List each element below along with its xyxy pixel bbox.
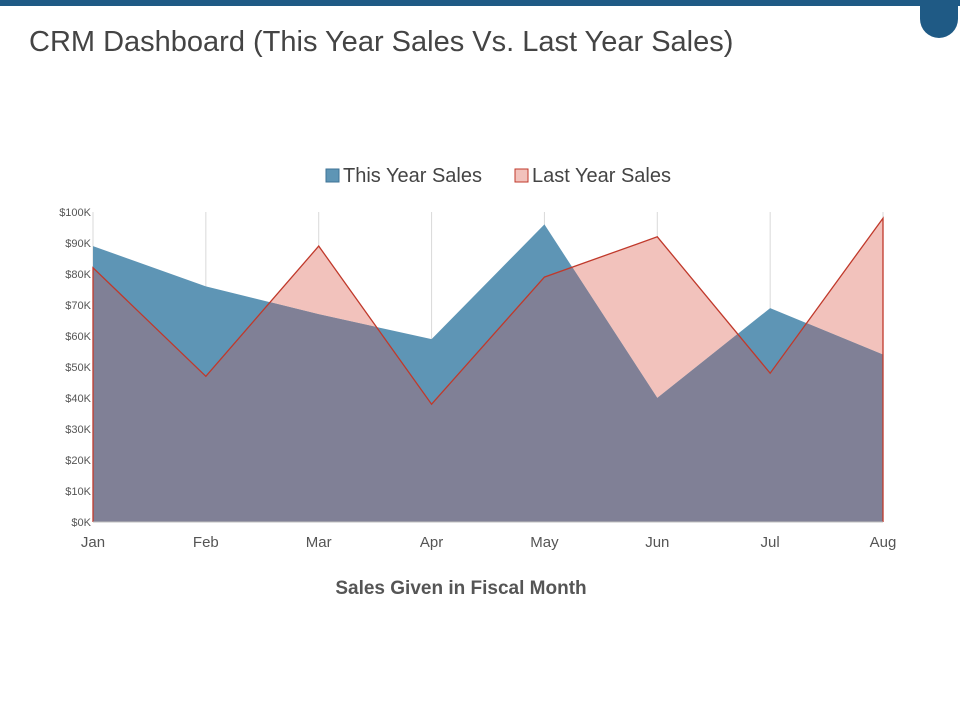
x-tick-label: Jun bbox=[645, 534, 669, 551]
corner-tab-decoration bbox=[920, 0, 958, 38]
y-tick-label: $40K bbox=[65, 393, 91, 405]
y-tick-label: $50K bbox=[65, 362, 91, 374]
y-tick-label: $0K bbox=[71, 517, 91, 529]
y-tick-label: $20K bbox=[65, 455, 91, 467]
y-tick-label: $60K bbox=[65, 331, 91, 343]
x-tick-label: Mar bbox=[306, 534, 332, 551]
x-tick-label: Jul bbox=[761, 534, 780, 551]
y-tick-label: $10K bbox=[65, 486, 91, 498]
line-last-year-sales bbox=[92, 216, 884, 522]
legend-label-this-year: This Year Sales bbox=[343, 165, 482, 187]
y-tick-label: $80K bbox=[65, 269, 91, 281]
legend-label-last-year: Last Year Sales bbox=[532, 165, 671, 187]
legend-swatch-this-year bbox=[325, 168, 340, 183]
y-tick-label: $70K bbox=[65, 300, 91, 312]
y-tick-label: $100K bbox=[59, 207, 91, 219]
y-tick-label: $30K bbox=[65, 424, 91, 436]
page-title: CRM Dashboard (This Year Sales Vs. Last … bbox=[29, 26, 734, 58]
x-tick-label: Feb bbox=[193, 534, 219, 551]
x-tick-label: Jan bbox=[81, 534, 105, 551]
series-areas bbox=[92, 216, 884, 522]
axes: $0K $10K $20K $30K $40K $50K $60K $70K $80K $90K $… bbox=[59, 207, 896, 551]
x-tick-label: Apr bbox=[420, 534, 443, 551]
top-accent-bar bbox=[0, 0, 960, 6]
y-tick-label: $90K bbox=[65, 238, 91, 250]
x-axis-title: Sales Given in Fiscal Month bbox=[335, 578, 586, 599]
x-tick-label: Aug bbox=[870, 534, 897, 551]
legend: This Year Sales Last Year Sales bbox=[325, 165, 671, 187]
legend-swatch-last-year bbox=[514, 168, 529, 183]
x-tick-label: May bbox=[530, 534, 559, 551]
